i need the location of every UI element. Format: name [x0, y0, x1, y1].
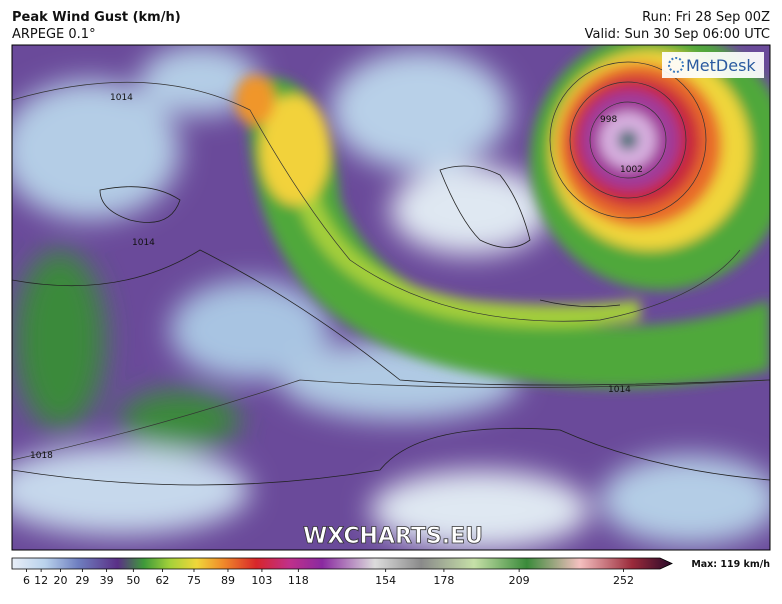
isobars [12, 61, 770, 461]
colorbar-tick-label: 154 [375, 574, 396, 587]
colorbar-tick-label: 50 [126, 574, 140, 587]
colorbar-tick-label: 62 [155, 574, 169, 587]
isobar-label: 1002 [620, 165, 643, 175]
isobar-label: 1018 [30, 451, 53, 461]
map-title: Peak Wind Gust (km/h) [12, 10, 181, 25]
colorbar-tick-label: 6 [23, 574, 30, 587]
map-frame [11, 44, 771, 551]
colorbar-ramp [11, 557, 673, 570]
coastlines [12, 165, 770, 486]
colorbar-tick-label: 103 [251, 574, 272, 587]
logo-text: MetDesk [686, 56, 756, 75]
colorbar-tick-label: 89 [221, 574, 235, 587]
isobar-label: 1014 [608, 385, 631, 395]
colorbar-tick-label: 178 [433, 574, 454, 587]
colorbar-tick-label: 252 [613, 574, 634, 587]
colorbar-tick-label: 209 [509, 574, 530, 587]
colorbar-tick-label: 12 [34, 574, 48, 587]
colorbar-tick-label: 39 [100, 574, 114, 587]
max-gust: Max: 119 km/h [691, 559, 770, 570]
colorbar: 6 12 20 29 39 50 62 75 89 103 118 154 178 209 252 [11, 557, 673, 587]
isobar-label: 998 [600, 115, 617, 125]
valid-time: Valid: Sun 30 Sep 06:00 UTC [585, 27, 770, 42]
map-field: 1014 1014 1002 998 1014 1018 MetDesk WXC… [12, 45, 770, 550]
colorbar-tick-label: 118 [288, 574, 309, 587]
watermark: WXCHARTS.EU [303, 524, 483, 549]
isobar-label: 1014 [110, 93, 133, 103]
isobar-label: 1014 [132, 238, 155, 248]
colorbar-tick-label: 29 [75, 574, 89, 587]
colorbar-tick-label: 75 [187, 574, 201, 587]
run-time: Run: Fri 28 Sep 00Z [642, 10, 770, 25]
logo: MetDesk [662, 52, 764, 78]
colorbar-tick-label: 20 [54, 574, 68, 587]
model-name: ARPEGE 0.1° [12, 27, 96, 42]
